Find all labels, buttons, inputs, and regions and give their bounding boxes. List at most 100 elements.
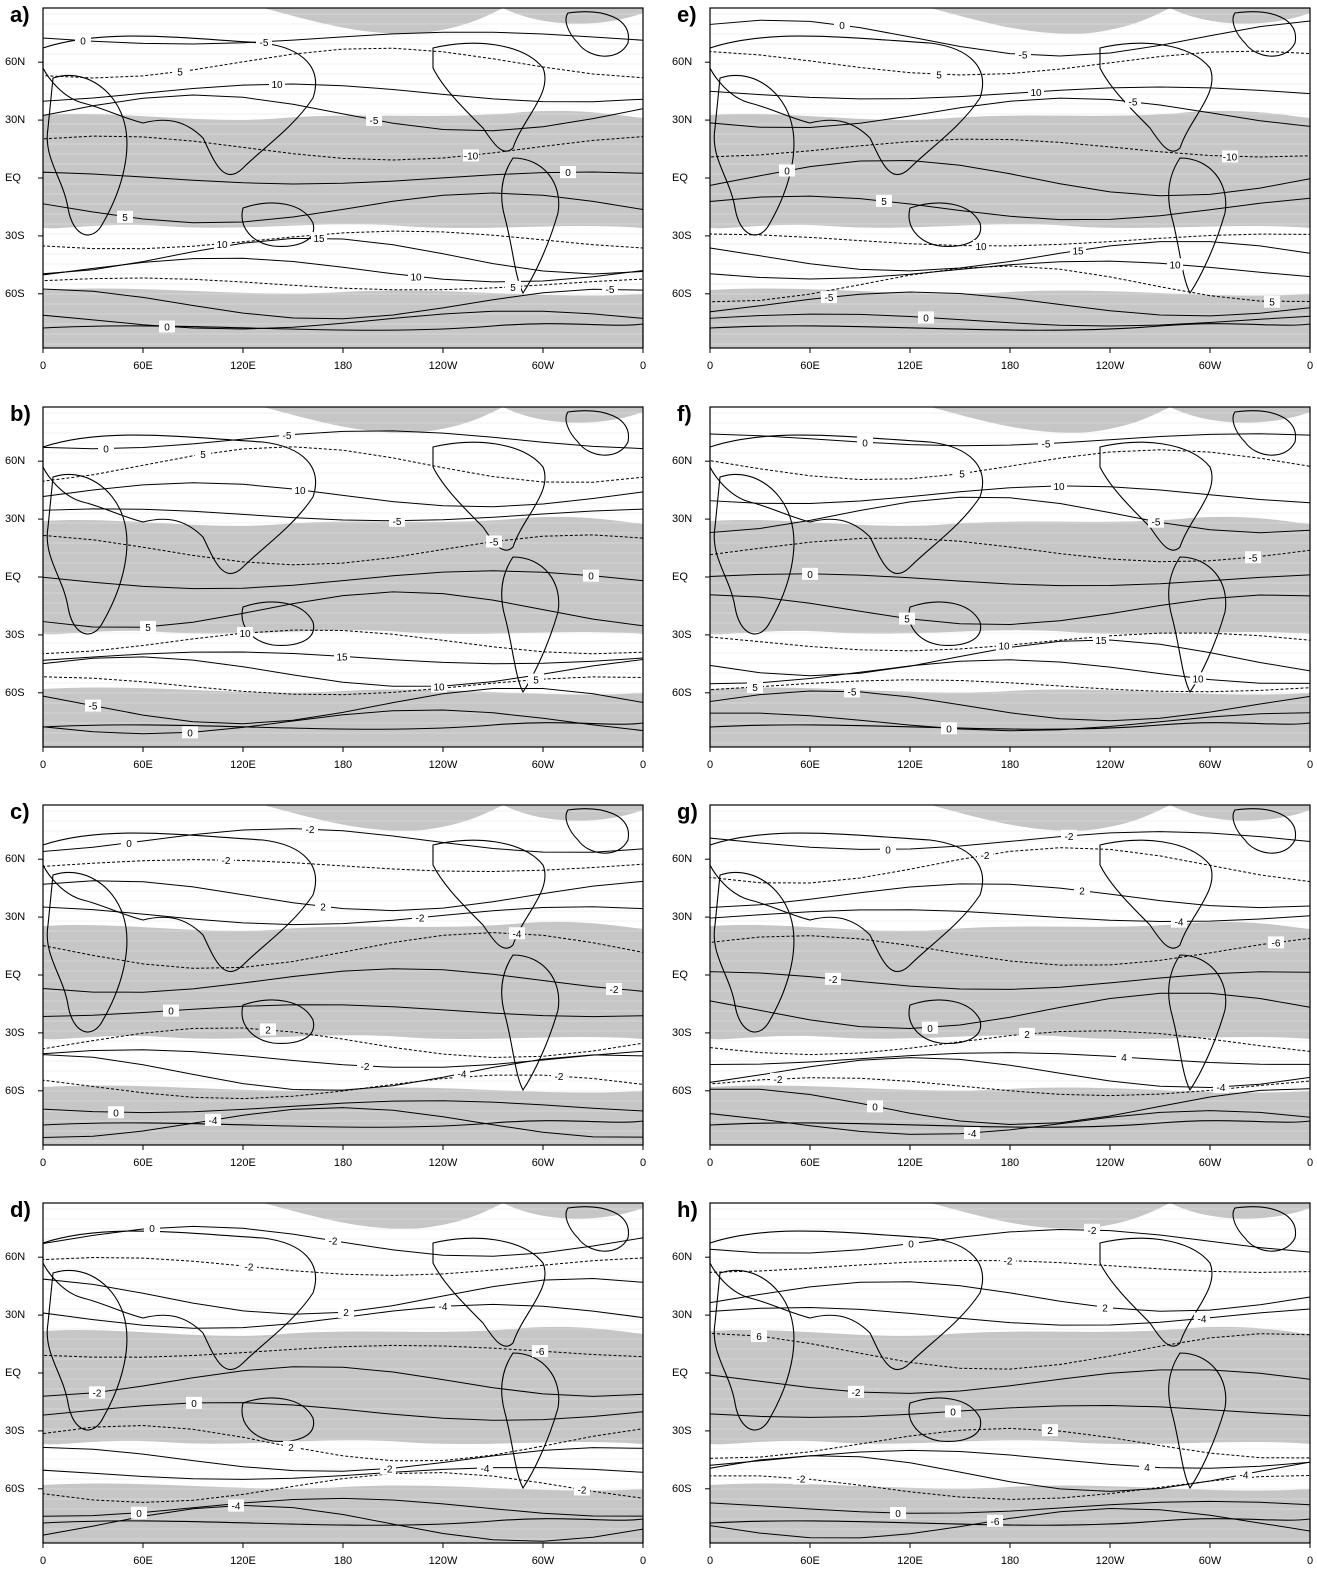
contour-label-bg (121, 836, 137, 849)
map-b: 0 5 10 -5 -5 0 5 10 15 10 5 -5 0 -5 (38, 406, 644, 752)
contour-label-text: 5 (904, 615, 910, 626)
contour-label-text: 10 (294, 486, 306, 497)
coastline (709, 35, 984, 176)
contour-label-bg (899, 612, 915, 625)
contour-label: -5 (486, 535, 502, 549)
coastline (709, 1518, 1311, 1544)
negative-contour (709, 1332, 1311, 1370)
contour-label-bg (75, 34, 91, 47)
contour-label: -5 (1125, 95, 1141, 109)
contour-label: -10 (463, 149, 479, 162)
contour-label: 10 (1190, 672, 1206, 685)
contour-label: 15 (1070, 244, 1086, 257)
contour-label-bg (779, 164, 795, 177)
contour-label-text: -5 (1152, 518, 1161, 529)
coastline (432, 1237, 546, 1347)
negative-contour (42, 446, 644, 483)
contour-label-text: -2 (1088, 1226, 1097, 1237)
negative-region (1170, 805, 1310, 821)
contour-label-text: -4 (458, 1070, 467, 1081)
contour-label-text: 2 (1047, 1426, 1053, 1437)
contour-label-bg (117, 210, 133, 223)
y-tick-label: 60S (672, 1482, 692, 1495)
coastline (46, 473, 128, 635)
negative-region (43, 1483, 643, 1543)
contour-label-bg (1084, 1223, 1100, 1236)
negative-region (503, 805, 643, 821)
contour-label: -2 (1061, 829, 1077, 843)
contour-label-bg (973, 239, 989, 252)
y-tick-label: 60S (5, 1482, 25, 1495)
contour-label: 5 (899, 612, 915, 626)
coastline (501, 954, 560, 1092)
contour-label-bg (1028, 85, 1044, 98)
contour-label-text: 6 (756, 1332, 762, 1343)
positive-contour (42, 1004, 644, 1018)
negative-region (710, 1483, 1310, 1543)
negative-region (503, 1203, 643, 1219)
coastline (42, 434, 317, 575)
contour-label-text: -5 (825, 293, 834, 304)
contour-label-bg (431, 680, 447, 693)
contour-label: 0 (918, 311, 934, 324)
contour-label-text: 5 (145, 623, 151, 634)
contour-label: 0 (144, 1222, 160, 1235)
coastline (908, 999, 982, 1044)
panel-e: e) 0 5 10 -5 -10 0 5 10 15 10 5 -5 0 -5 0 60E 120E 180 12… (672, 2, 1317, 388)
contour-label-text: 0 (923, 313, 929, 324)
contour-label-text: 2 (288, 1443, 294, 1454)
contour-label-text: -4 (1240, 1470, 1249, 1481)
positive-contour (709, 1369, 1311, 1394)
x-tick-label: 0 (1306, 759, 1314, 771)
positive-contour (709, 639, 1311, 677)
contour-label-bg (408, 270, 424, 283)
contour-label-text: 0 (80, 37, 86, 48)
contour-label-text: 5 (959, 470, 965, 481)
contour-label: -4 (477, 1461, 493, 1475)
coastline (713, 74, 795, 236)
x-tick-label: 0 (706, 1157, 714, 1169)
contour-label: -2 (977, 848, 993, 862)
contour-label-text: 0 (927, 1024, 933, 1035)
contour-label-bg (931, 68, 947, 81)
contour-label: 2 (260, 1023, 276, 1036)
contour-label-text: 0 (191, 1399, 197, 1410)
contour-label-bg (1236, 1468, 1252, 1481)
y-tick-label: 60S (5, 686, 25, 699)
contour-label-text: -2 (829, 975, 838, 986)
contour-label-bg (315, 900, 331, 913)
contour-label-bg (802, 567, 818, 580)
contour-label-bg (903, 1237, 919, 1250)
contour-label-bg (279, 428, 295, 441)
negative-contour (709, 632, 1311, 652)
panel-label: e) (677, 2, 697, 27)
negative-region (930, 1203, 1170, 1229)
positive-contour (709, 909, 1311, 923)
y-tick-label: EQ (5, 571, 21, 583)
contour-label: 0 (945, 1405, 961, 1418)
negative-contour (709, 935, 1311, 966)
contour-label: -10 (1222, 150, 1238, 163)
x-tick-label: 60E (133, 360, 153, 372)
contour-label-text: -5 (283, 431, 292, 442)
negative-contour (709, 265, 1311, 303)
x-tick-label: 120E (230, 1157, 256, 1169)
contour-label-bg (163, 1004, 179, 1017)
contour-label: 10 (214, 237, 230, 251)
contour-label: -5 (85, 699, 101, 713)
contour-label-text: -4 (1217, 1083, 1226, 1094)
x-tick-label: 120E (897, 360, 923, 372)
contour-label-bg (338, 1306, 354, 1319)
contour-label-bg (574, 1483, 590, 1496)
negative-region (43, 687, 643, 747)
contour-label: -2 (241, 1260, 257, 1273)
contour-label-bg (834, 18, 850, 31)
contour-label-bg (509, 927, 525, 940)
contour-label-text: 10 (216, 240, 228, 251)
contour-label-bg (435, 1300, 451, 1313)
contour-label-text: 10 (410, 273, 422, 284)
contour-label: 5 (876, 194, 892, 208)
coastline (713, 473, 795, 635)
contour-label: 0 (802, 567, 818, 581)
contour-label: -2 (848, 1385, 864, 1399)
